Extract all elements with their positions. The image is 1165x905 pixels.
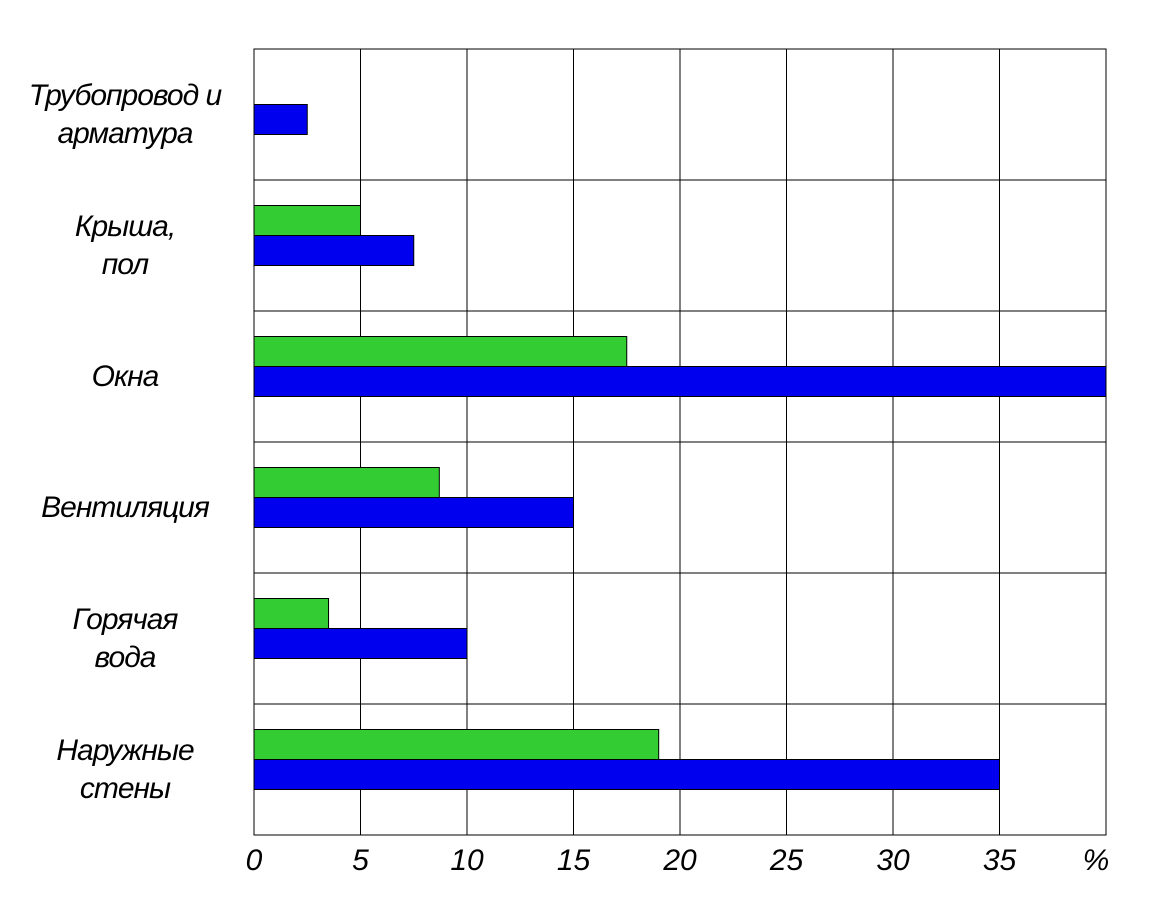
x-tick-label: 10 xyxy=(450,844,484,877)
bar xyxy=(253,467,440,498)
bar xyxy=(253,628,468,659)
bar xyxy=(253,336,628,367)
bar xyxy=(253,759,1000,790)
category-label: Вентиляция xyxy=(41,490,210,524)
bar xyxy=(253,598,330,629)
bar xyxy=(253,497,574,528)
x-tick-label: 25 xyxy=(769,844,804,877)
category-label: Крыша, пол xyxy=(74,209,176,281)
x-tick-label: 15 xyxy=(557,844,591,877)
category-label: Трубопровод и арматура xyxy=(28,78,222,150)
x-tick-label: 35 xyxy=(983,844,1017,877)
bar xyxy=(253,104,308,135)
bar xyxy=(253,205,361,236)
x-unit-label: % xyxy=(1083,844,1110,877)
category-label: Окна xyxy=(91,359,160,393)
x-tick-label: 5 xyxy=(352,844,369,877)
bar xyxy=(253,235,415,266)
category-label: Горячая вода xyxy=(72,602,179,674)
bar xyxy=(253,366,1107,397)
bar xyxy=(253,729,660,760)
x-tick-label: 20 xyxy=(662,844,697,877)
x-tick-label: 30 xyxy=(876,844,910,877)
x-tick-label: 0 xyxy=(246,844,263,877)
category-label: Наружные стены xyxy=(56,733,194,805)
